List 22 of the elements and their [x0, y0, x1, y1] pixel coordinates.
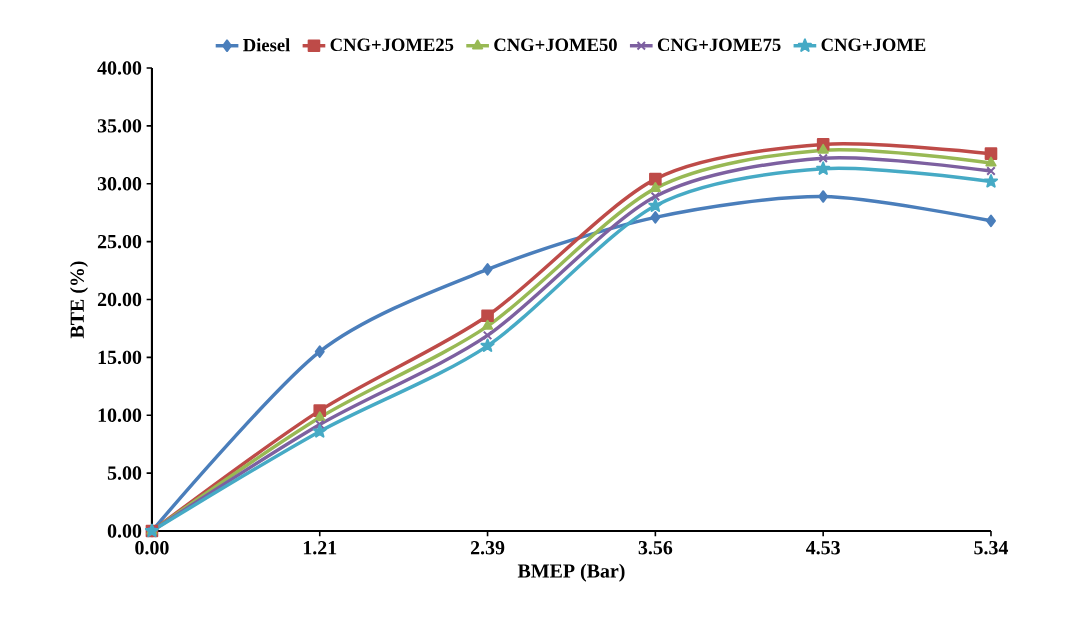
legend-label: CNG+JOME50 — [494, 38, 617, 52]
x-tick-label: 2.39 — [470, 541, 505, 555]
legend-label: CNG+JOME25 — [330, 38, 454, 52]
x-tick-label: 3.56 — [638, 541, 673, 555]
y-tick-label: 5.00 — [107, 466, 142, 480]
y-tick-label: 30.00 — [97, 177, 142, 191]
x-tick-label: 1.21 — [303, 541, 337, 555]
y-tick-label: 0.00 — [107, 524, 142, 538]
y-tick-label: 20.00 — [97, 292, 142, 307]
y-tick-label: 25.00 — [97, 234, 142, 249]
legend-label: CNG+JOME — [821, 38, 926, 52]
y-tick-label: 35.00 — [97, 119, 142, 133]
y-tick-label: 10.00 — [98, 408, 142, 423]
x-tick-label: 4.53 — [806, 541, 840, 555]
y-tick-label: 15.00 — [98, 350, 142, 365]
y-tick-label: 40.00 — [97, 61, 142, 75]
x-tick-label: 0.00 — [135, 541, 169, 555]
x-axis-title: BMEP (Bar) — [517, 563, 625, 582]
legend-label: CNG+JOME75 — [657, 38, 781, 52]
legend-label: Diesel — [243, 38, 290, 52]
x-tick-label: 5.34 — [974, 541, 1009, 555]
y-axis-title: BTE (%) — [69, 261, 88, 339]
